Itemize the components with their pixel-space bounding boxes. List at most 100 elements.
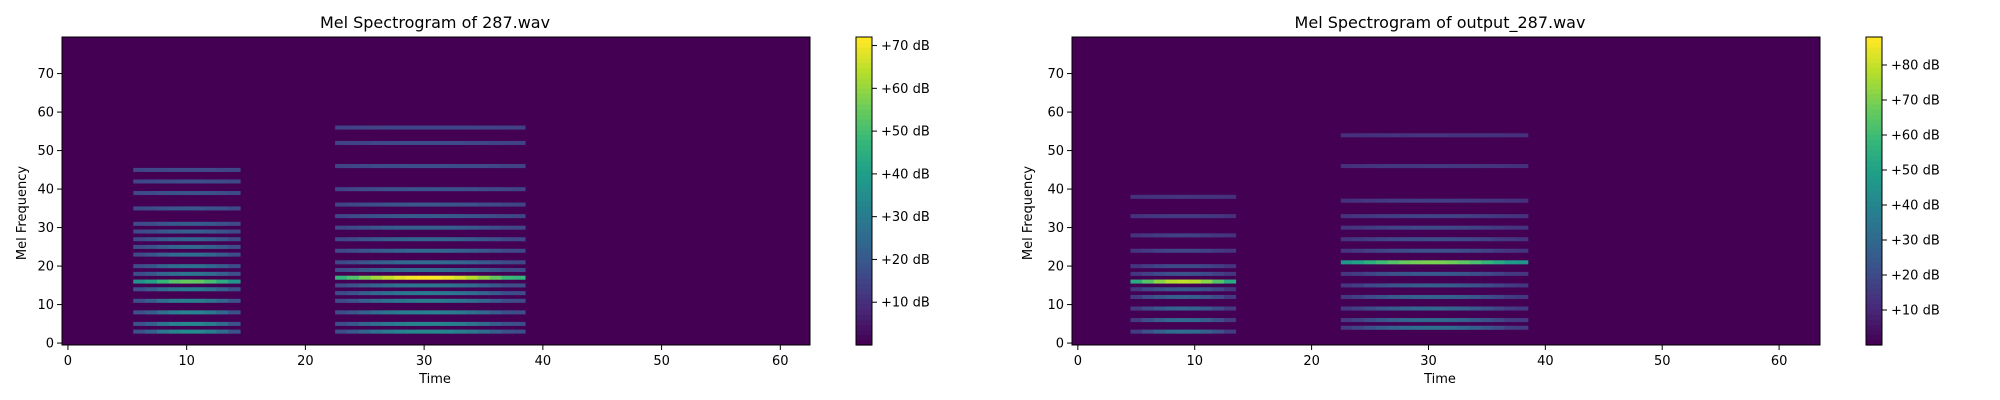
spectrogram-cell [382, 248, 395, 253]
spectrogram-cell [1375, 214, 1389, 219]
spectrogram-cell [1153, 233, 1166, 238]
spectrogram-cell [465, 283, 479, 288]
spectrogram-cell [1177, 294, 1190, 299]
spectrogram-cell [1504, 133, 1517, 138]
spectrogram-cell [441, 164, 455, 169]
colorbar-segment [1866, 72, 1882, 79]
spectrogram-cell [335, 275, 348, 280]
colorbar-segment [856, 67, 872, 74]
spectrogram-cell [1492, 164, 1505, 169]
axes-frame [61, 36, 811, 346]
spectrogram-cell [1457, 214, 1470, 219]
colorbar-segment [856, 78, 872, 84]
spectrogram-cell [1153, 287, 1166, 292]
spectrogram-cell [180, 229, 194, 234]
spectrogram-cell [1504, 248, 1517, 253]
colorbar-tick-label: +50 dB [1891, 164, 1940, 179]
spectrogram-cell [192, 287, 205, 292]
spectrogram-cell [453, 125, 467, 130]
colorbar-segment [856, 247, 872, 254]
spectrogram-cell [489, 321, 502, 326]
spectrogram-cell [1434, 325, 1447, 330]
spectrogram-cell [1434, 306, 1447, 311]
colorbar-segment [856, 88, 872, 95]
colorbar-segment [1866, 144, 1882, 151]
y-axis-label: Mel Frequency [1021, 166, 1036, 260]
spectrogram-cell [1352, 225, 1365, 230]
x-tick-label: 0 [1074, 354, 1082, 369]
spectrogram-cell [1434, 271, 1447, 276]
spectrogram-cell [358, 187, 372, 192]
spectrogram-cell [216, 179, 229, 184]
y-tick-label: 60 [1047, 106, 1064, 121]
spectrogram-cell [346, 214, 360, 219]
spectrogram-cell [489, 260, 502, 265]
colorbar-segment [1866, 98, 1882, 105]
spectrogram-cell [489, 237, 502, 242]
spectrogram-cell [1481, 214, 1494, 219]
spectrogram-cell [394, 329, 407, 334]
spectrogram-cell [1422, 225, 1435, 230]
spectrogram-cell [441, 283, 455, 288]
spectrogram-cell [1188, 271, 1202, 276]
spectrogram-cell [1446, 164, 1459, 169]
spectrogram-cell [168, 329, 182, 334]
spectrogram-cell [1457, 260, 1470, 265]
spectrogram-cell [406, 248, 419, 253]
colorbar-tick-label: +40 dB [881, 167, 930, 182]
spectrogram-cell [489, 125, 502, 130]
spectrogram-cell [1188, 329, 1202, 334]
spectrogram-cell [1177, 318, 1190, 323]
spectrogram-cell [513, 321, 526, 326]
spectrogram-cell [358, 248, 372, 253]
spectrogram-cell [228, 271, 241, 276]
spectrogram-cell [1364, 248, 1377, 253]
spectrogram-cell [1352, 283, 1365, 288]
spectrogram-cell [1142, 329, 1155, 334]
spectrogram-cell [1469, 325, 1482, 330]
spectrogram-cell [1516, 237, 1529, 242]
colorbar-segment [856, 129, 872, 136]
colorbar-segment [1866, 319, 1882, 326]
spectrogram-cell [1422, 294, 1435, 299]
spectrogram-cell [501, 310, 514, 315]
spectrogram-cell [1422, 260, 1435, 265]
spectrogram-cell [1223, 279, 1237, 284]
spectrogram-cell [346, 268, 360, 273]
spectrogram-cell [1410, 133, 1424, 138]
spectrogram-cell [513, 329, 526, 334]
spectrogram-cell [1188, 294, 1202, 299]
spectrogram-cell [1223, 294, 1237, 299]
spectrogram-cell [418, 291, 431, 296]
spectrogram-cell [133, 287, 146, 292]
spectrogram-cell [394, 283, 407, 288]
colorbar-segment [856, 185, 872, 192]
spectrogram-cell [501, 268, 514, 273]
spectrogram-cell [346, 298, 360, 303]
spectrogram-cell [346, 248, 360, 253]
spectrogram-cell [204, 329, 217, 334]
spectrogram-cell [1516, 225, 1529, 230]
y-tick-label: 10 [37, 298, 54, 313]
spectrogram-cell [204, 321, 217, 326]
spectrogram-cell [168, 264, 182, 269]
spectrogram-cell [370, 202, 384, 207]
spectrogram-cell [501, 321, 514, 326]
y-tick-label: 10 [1047, 298, 1064, 313]
spectrogram-cell [1387, 214, 1400, 219]
spectrogram-cell [156, 221, 170, 226]
spectrogram-cell [1410, 214, 1424, 219]
spectrogram-cell [513, 298, 526, 303]
colorbar-segment [1866, 293, 1882, 300]
spectrogram-cell [1457, 237, 1470, 242]
spectrogram-cell [1177, 329, 1190, 334]
spectrogram-cell [453, 329, 467, 334]
colorbar-tick-label: +30 dB [881, 210, 930, 225]
spectrogram-cell [133, 329, 146, 334]
y-tick-label: 50 [37, 144, 54, 159]
spectrogram-cell [1177, 248, 1190, 253]
spectrogram-cell [406, 275, 419, 280]
spectrogram-cell [1434, 133, 1447, 138]
spectrogram-cell [1188, 264, 1202, 269]
spectrogram-cell [1130, 248, 1143, 253]
